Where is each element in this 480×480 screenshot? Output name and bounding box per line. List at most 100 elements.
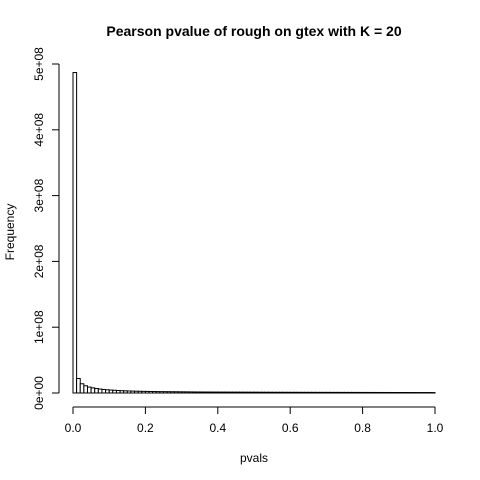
histogram-bar [296,391,302,394]
histogram-bar [275,391,280,394]
y-tick-label: 3e+08 [32,178,46,212]
histogram-bar [181,391,186,394]
histogram-bar [228,391,233,394]
x-tick-label: 1.0 [427,421,444,435]
histogram-bar [159,391,165,394]
bars-group [72,72,436,394]
histogram-bar [391,391,396,394]
histogram-bar [170,391,175,394]
histogram-bar [336,391,342,394]
histogram-bar [369,391,374,394]
histogram-bar [394,392,400,394]
y-tick-label: 5e+08 [32,47,46,81]
histogram-bar [210,391,215,394]
histogram-bar [293,391,298,394]
histogram-bar [144,390,150,394]
histogram-bar [333,391,338,394]
histogram-bar [166,391,172,394]
histogram-bar [340,391,346,394]
histogram-bar [105,389,110,394]
histogram-bar [307,391,313,394]
histogram-bar [97,388,103,394]
histogram-bar [141,390,146,394]
histogram-bar [119,390,125,394]
histogram-bar [322,391,327,394]
histogram-bar [351,391,356,394]
histogram-bar [387,391,393,394]
histogram-bar [90,387,96,394]
x-axis-label: pvals [240,451,268,465]
histogram-bar [267,391,273,394]
y-axis-label: Frequency [3,204,17,261]
histogram-bar [365,391,371,394]
histogram-bar [383,391,389,394]
histogram-bar [325,391,331,394]
histogram-bar [188,391,193,394]
histogram-bar [344,391,349,394]
histogram-bar [380,391,385,394]
histogram-bar [289,391,295,394]
y-tick-label: 0e+00 [32,376,46,410]
histogram-bar [286,391,291,394]
histogram-bar [202,391,208,394]
histogram-bar [318,391,324,394]
histogram-bar [163,391,168,394]
histogram-bar [108,389,114,394]
histogram-bar [173,391,179,394]
histogram-bar [155,391,161,394]
histogram-bar [184,391,190,394]
x-axis: 0.0 0.2 0.4 0.6 0.8 1.0 [65,406,444,435]
histogram-bar [220,391,226,394]
histogram-bar [195,391,201,394]
histogram-bar [304,391,309,394]
histogram-bar [358,391,364,394]
y-axis: 0e+00 1e+08 2e+08 3e+08 4e+08 5e+08 [32,47,60,410]
y-tick-label: 4e+08 [32,113,46,147]
x-tick-label: 0.0 [65,421,82,435]
histogram-bar [354,391,360,394]
histogram-bar [329,391,335,394]
histogram-bar [130,390,136,394]
histogram-bar [72,72,78,394]
histogram-bar [249,391,255,394]
y-tick-label: 1e+08 [32,310,46,344]
histogram-bar [101,388,107,394]
x-tick-label: 0.2 [137,421,154,435]
histogram-bar [239,391,244,394]
histogram-bar [134,390,139,394]
histogram-bar [148,390,154,394]
histogram-bar [76,378,81,394]
histogram-bar [199,391,204,394]
histogram-bar [271,391,277,394]
histogram-bar [376,391,382,394]
histogram-bar [115,390,121,394]
histogram-bar [79,383,85,394]
histogram-bar [112,389,117,394]
histogram-bar [83,385,88,394]
histogram-bar [152,391,157,394]
histogram-bar [257,391,262,394]
histogram-bar [235,391,241,394]
y-tick-label: 2e+08 [32,244,46,278]
histogram-bar [300,391,306,394]
histogram-bar [347,391,353,394]
histogram-bar [217,391,222,394]
histogram-bar [315,391,320,394]
histogram-bar [362,391,367,394]
histogram-bar [126,390,132,394]
histogram-bar [137,390,143,394]
histogram-bar [242,391,248,394]
chart-title: Pearson pvalue of rough on gtex with K =… [106,23,401,39]
histogram-bar [264,391,269,394]
histogram-bar [282,391,288,394]
histogram-bar [253,391,259,394]
histogram-bar [86,386,92,394]
histogram-bar [311,391,317,394]
x-tick-label: 0.4 [209,421,226,435]
histogram-bar [191,391,197,394]
histogram-bar [94,388,99,394]
histogram-bar [123,390,128,394]
histogram-bar [278,391,284,394]
histogram-bar [260,391,266,394]
